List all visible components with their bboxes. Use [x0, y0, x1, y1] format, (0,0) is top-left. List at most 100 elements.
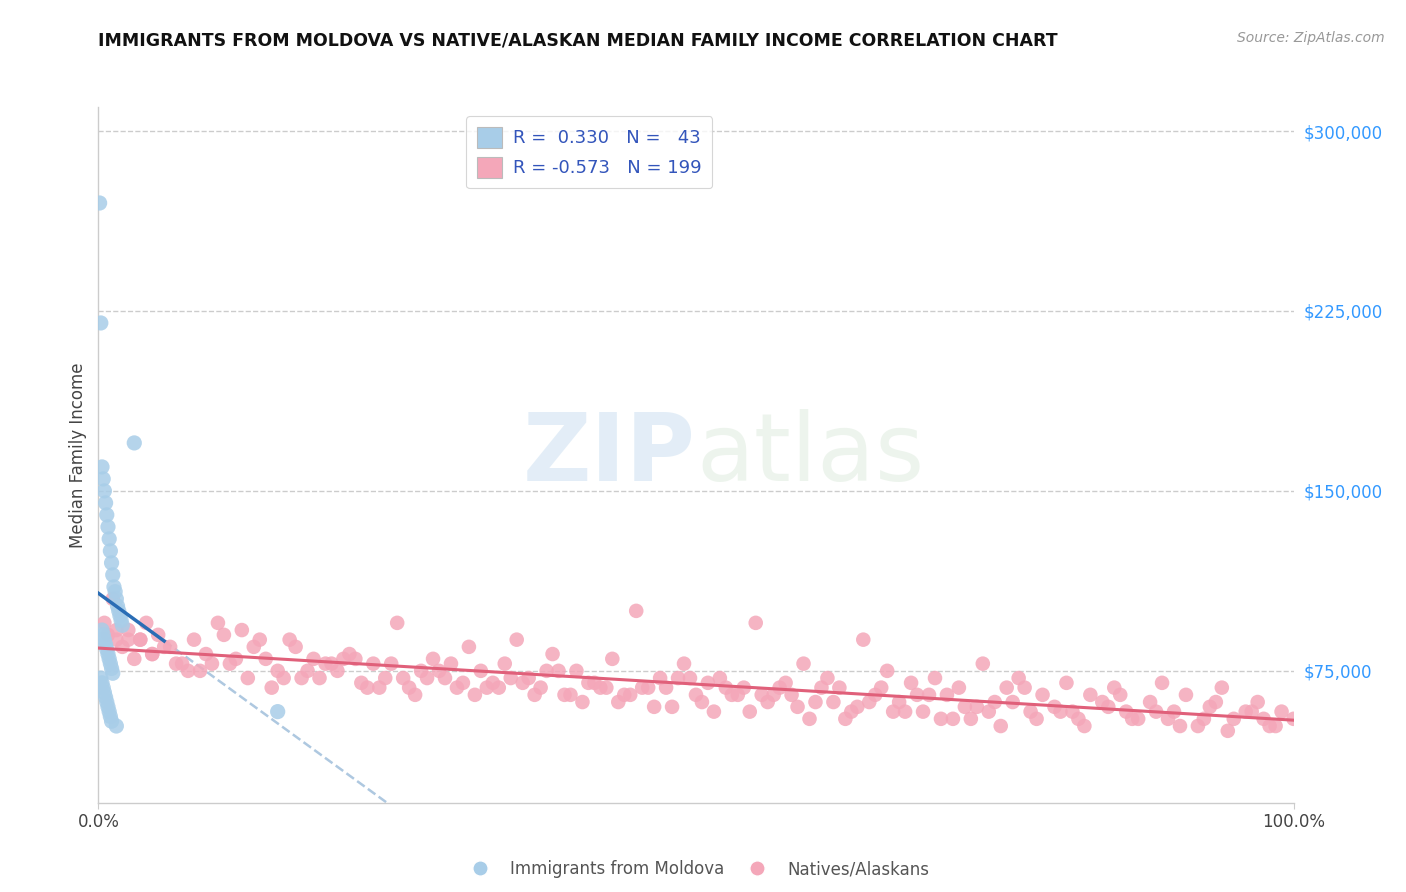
Point	[93, 632, 115, 647]
Point	[1264, 719, 1286, 733]
Point	[207, 615, 229, 630]
Point	[870, 681, 893, 695]
Point	[111, 640, 134, 654]
Point	[1054, 676, 1078, 690]
Point	[828, 681, 851, 695]
Point	[1192, 712, 1215, 726]
Point	[1240, 705, 1263, 719]
Point	[512, 676, 534, 690]
Point	[529, 681, 551, 695]
Point	[98, 652, 121, 666]
Point	[98, 709, 122, 723]
Point	[1121, 712, 1143, 726]
Point	[1216, 723, 1239, 738]
Point	[231, 623, 253, 637]
Point	[219, 657, 242, 671]
Point	[91, 459, 114, 474]
Point	[1168, 719, 1191, 733]
Point	[936, 688, 959, 702]
Point	[768, 681, 790, 695]
Point	[984, 695, 1007, 709]
Point	[714, 681, 737, 695]
Point	[1198, 699, 1220, 714]
Point	[90, 671, 112, 685]
Point	[697, 676, 720, 690]
Point	[1282, 712, 1305, 726]
Point	[1253, 712, 1275, 726]
Point	[721, 688, 744, 702]
Point	[308, 671, 330, 685]
Point	[863, 688, 887, 702]
Point	[810, 681, 832, 695]
Point	[942, 712, 965, 726]
Point	[631, 681, 654, 695]
Point	[91, 628, 114, 642]
Point	[172, 657, 194, 671]
Point	[326, 664, 349, 678]
Point	[96, 508, 118, 522]
Point	[422, 652, 444, 666]
Point	[709, 671, 731, 685]
Point	[105, 632, 128, 647]
Point	[135, 615, 157, 630]
Point	[302, 652, 325, 666]
Point	[517, 671, 540, 685]
Point	[94, 690, 117, 705]
Point	[481, 676, 505, 690]
Point	[350, 676, 373, 690]
Point	[159, 640, 181, 654]
Point	[129, 632, 152, 647]
Point	[536, 664, 558, 678]
Point	[105, 719, 128, 733]
Point	[523, 688, 546, 702]
Point	[1175, 688, 1198, 702]
Point	[97, 699, 120, 714]
Text: IMMIGRANTS FROM MOLDOVA VS NATIVE/ALASKAN MEDIAN FAMILY INCOME CORRELATION CHART: IMMIGRANTS FROM MOLDOVA VS NATIVE/ALASKA…	[98, 31, 1059, 49]
Point	[918, 688, 941, 702]
Legend: Immigrants from Moldova, Natives/Alaskans: Immigrants from Moldova, Natives/Alaskan…	[456, 854, 936, 885]
Point	[655, 681, 678, 695]
Point	[108, 608, 131, 623]
Point	[141, 647, 163, 661]
Point	[1109, 688, 1132, 702]
Point	[995, 681, 1018, 695]
Point	[1258, 719, 1281, 733]
Point	[589, 681, 612, 695]
Point	[141, 647, 163, 661]
Point	[416, 671, 439, 685]
Point	[1067, 712, 1090, 726]
Point	[1139, 695, 1161, 709]
Point	[506, 632, 529, 647]
Point	[1222, 712, 1246, 726]
Point	[427, 664, 450, 678]
Point	[1014, 681, 1036, 695]
Point	[990, 719, 1012, 733]
Point	[1128, 712, 1150, 726]
Point	[738, 705, 761, 719]
Point	[648, 671, 672, 685]
Point	[775, 676, 797, 690]
Point	[762, 688, 785, 702]
Point	[93, 685, 115, 699]
Point	[315, 657, 337, 671]
Point	[96, 695, 118, 709]
Point	[470, 664, 492, 678]
Point	[852, 632, 875, 647]
Point	[494, 657, 516, 671]
Point	[91, 472, 114, 486]
Point	[1115, 705, 1137, 719]
Point	[1211, 681, 1233, 695]
Text: ZIP: ZIP	[523, 409, 696, 501]
Point	[94, 637, 117, 651]
Point	[619, 688, 641, 702]
Point	[129, 632, 152, 647]
Point	[236, 671, 259, 685]
Point	[815, 671, 838, 685]
Point	[894, 705, 917, 719]
Point	[96, 642, 118, 657]
Point	[1205, 695, 1227, 709]
Point	[953, 699, 976, 714]
Point	[643, 699, 665, 714]
Point	[339, 647, 360, 661]
Point	[273, 671, 295, 685]
